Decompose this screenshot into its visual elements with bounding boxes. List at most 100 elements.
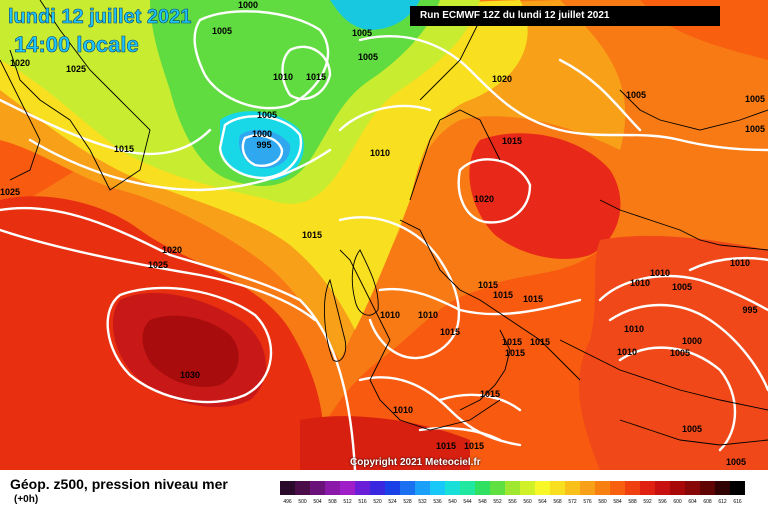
isobar-label: 1015 [502,136,522,146]
isobar-label: 1010 [273,72,293,82]
isobar-label: 1010 [630,278,650,288]
isobar-label: 995 [256,140,271,150]
isobar-label: 1015 [436,441,456,451]
scale-tick: 520 [373,499,382,505]
isobar-label: 1005 [682,424,702,434]
scale-tick: 576 [583,499,592,505]
isobar-label: 1005 [726,457,746,467]
isobar-label: 1010 [617,347,637,357]
isobar-label: 1015 [523,294,543,304]
isobar-label: 1015 [493,290,513,300]
scale-swatch [595,481,610,495]
scale-tick: 560 [523,499,532,505]
isobar-label: 1015 [502,337,522,347]
scale-tick: 580 [598,499,607,505]
isobar-label: 1015 [114,144,134,154]
scale-tick: 524 [388,499,397,505]
scale-tick: 540 [448,499,457,505]
legend-subtitle: (+0h) [14,494,39,505]
isobar-label: 1025 [66,64,86,74]
scale-tick: 604 [688,499,697,505]
scale-swatch [445,481,460,495]
scale-tick: 588 [628,499,637,505]
isobar-label: 1005 [745,124,765,134]
isobar-label: 1005 [745,94,765,104]
isobar-label: 1020 [10,58,30,68]
scale-tick: 596 [658,499,667,505]
scale-tick: 500 [298,499,307,505]
scale-tick: 564 [538,499,547,505]
scale-swatch [640,481,655,495]
scale-swatch [340,481,355,495]
scale-swatch [430,481,445,495]
scale-tick: 528 [403,499,412,505]
isobar-label: 1015 [302,230,322,240]
color-scale [280,481,745,495]
scale-swatch [730,481,745,495]
scale-swatch [610,481,625,495]
scale-swatch [475,481,490,495]
isobar-label: 1010 [380,310,400,320]
time-title: 14:00 locale [14,32,139,58]
scale-swatch [385,481,400,495]
scale-swatch [415,481,430,495]
scale-swatch [400,481,415,495]
isobar-label: 1005 [257,110,277,120]
date-title: lundi 12 juillet 2021 [8,6,192,29]
isobar-label: 1005 [212,26,232,36]
scale-swatch [535,481,550,495]
isobar-label: 1025 [148,260,168,270]
scale-swatch [505,481,520,495]
scale-swatch [460,481,475,495]
isobar-label: 1010 [730,258,750,268]
scale-tick: 568 [553,499,562,505]
isobar-label: 1005 [358,52,378,62]
scale-swatch [580,481,595,495]
isobar-label: 1000 [682,336,702,346]
isobar-label: 1005 [626,90,646,100]
isobar-label: 1000 [252,129,272,139]
isobar-label: 1015 [440,327,460,337]
isobar-label: 1015 [505,348,525,358]
isobar-label: 1015 [478,280,498,290]
isobar-label: 1020 [474,194,494,204]
scale-tick: 592 [643,499,652,505]
scale-tick: 548 [478,499,487,505]
isobar-label: 1020 [162,245,182,255]
weather-map: 1000 1005 1005 1005 1020 1025 1010 1015 1020 1005… [0,0,768,470]
isobar-label: 1005 [672,282,692,292]
isobar-label: 1015 [480,389,500,399]
copyright: Copyright 2021 Meteociel.fr [350,457,481,468]
isobar-labels: 1000 1005 1005 1005 1020 1025 1010 1015 1020 1005… [0,0,765,467]
isobar-label: 1020 [492,74,512,84]
scale-swatch [355,481,370,495]
scale-tick: 532 [418,499,427,505]
run-info: Run ECMWF 12Z du lundi 12 juillet 2021 [410,6,720,26]
isobar-label: 1015 [530,337,550,347]
color-scale-ticks: 496 500 504 508 512 516 520 524 528 532 536 540 544 5… [280,499,745,505]
scale-tick: 608 [703,499,712,505]
scale-tick: 584 [613,499,622,505]
isobar-label: 1005 [670,348,690,358]
scale-tick: 508 [328,499,337,505]
isobar-label: 1010 [370,148,390,158]
scale-tick: 556 [508,499,517,505]
scale-swatch [490,481,505,495]
isobar-label: 1025 [0,187,20,197]
isobar-label: 1010 [393,405,413,415]
scale-swatch [655,481,670,495]
scale-swatch [370,481,385,495]
scale-swatch [670,481,685,495]
scale-swatch [325,481,340,495]
scale-tick: 616 [733,499,742,505]
isobar-label: 1000 [238,0,258,10]
scale-tick: 612 [718,499,727,505]
isobar-label: 1015 [464,441,484,451]
isobar-label: 1015 [306,72,326,82]
scale-tick: 552 [493,499,502,505]
scale-swatch [715,481,730,495]
scale-tick: 536 [433,499,442,505]
scale-swatch [295,481,310,495]
scale-swatch [565,481,580,495]
isobar-label: 1010 [624,324,644,334]
